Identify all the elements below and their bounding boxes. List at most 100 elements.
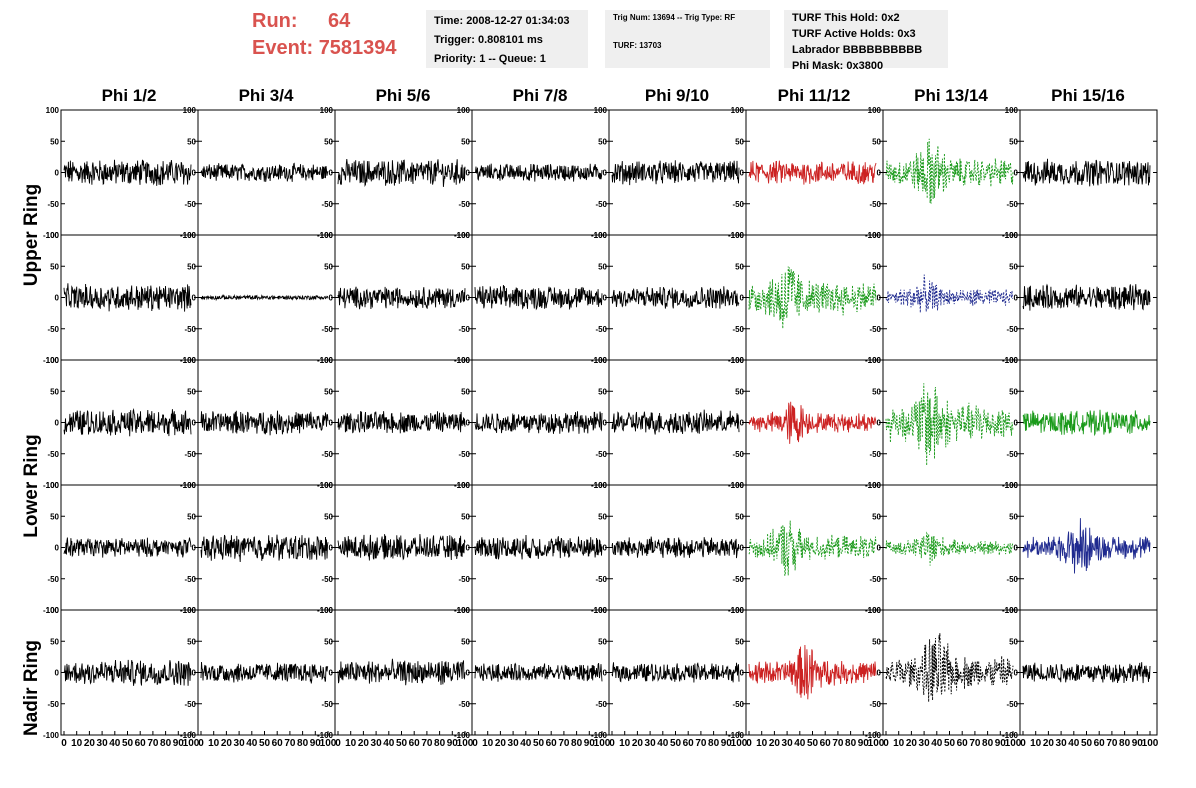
waveform-trace (1022, 662, 1151, 684)
waveform-trace (474, 284, 603, 311)
y-tick-label: 0 (329, 544, 334, 553)
y-tick-label: 50 (1009, 387, 1018, 396)
x-tick-label: 60 (272, 738, 284, 749)
x-tick-label: 30 (645, 738, 657, 749)
waveform-trace (337, 658, 466, 686)
waveform-trace (611, 662, 740, 683)
run-event-block: Run: 64 Event: 7581394 (252, 8, 397, 62)
y-tick-label: 100 (320, 106, 334, 115)
x-tick-label: 90 (310, 738, 322, 749)
x-tick-label: 70 (421, 738, 433, 749)
y-tick-label: -50 (47, 450, 59, 459)
y-tick-label: -50 (458, 700, 470, 709)
x-tick-label: 20 (1043, 738, 1055, 749)
y-tick-label: 0 (466, 419, 471, 428)
y-tick-label: -50 (184, 325, 196, 334)
run-value: 64 (328, 10, 351, 32)
column-header-phi-5-6: Phi 5/6 (375, 86, 431, 105)
y-tick-label: -50 (1006, 450, 1018, 459)
y-tick-label: 50 (50, 387, 59, 396)
y-tick-label: -50 (732, 200, 744, 209)
waveform-trace (748, 266, 877, 329)
y-tick-label: -100 (865, 731, 882, 740)
y-tick-label: -50 (321, 575, 333, 584)
y-tick-label: 100 (320, 231, 334, 240)
turf-text: TURF: 13703 (613, 41, 662, 50)
y-tick-label: 100 (46, 106, 60, 115)
waveform-trace (611, 409, 740, 435)
y-tick-label: 100 (594, 356, 608, 365)
y-tick-label: 50 (735, 262, 744, 271)
x-tick-label: 50 (807, 738, 819, 749)
y-tick-label: 0 (55, 169, 60, 178)
y-tick-label: -50 (321, 200, 333, 209)
y-tick-label: 100 (594, 231, 608, 240)
y-tick-label: -100 (43, 606, 60, 615)
y-tick-label: 50 (598, 137, 607, 146)
x-tick-label: 70 (558, 738, 570, 749)
x-tick-label: 80 (982, 738, 994, 749)
waveform-trace (1022, 158, 1151, 187)
x-tick-label: 100 (731, 738, 748, 749)
y-tick-label: 50 (598, 512, 607, 521)
y-tick-label: 100 (46, 231, 60, 240)
y-tick-label: -50 (458, 450, 470, 459)
waveform-trace (748, 160, 877, 185)
x-tick-label: 90 (995, 738, 1007, 749)
column-header-phi-3-4: Phi 3/4 (238, 86, 294, 105)
waveform-trace (63, 659, 192, 686)
waveform-trace (200, 410, 329, 436)
waveform-trace (1022, 409, 1151, 437)
waveform-trace (1022, 518, 1151, 574)
x-tick-label: 20 (221, 738, 233, 749)
x-tick-label: 0 (472, 738, 478, 749)
x-tick-label: 60 (409, 738, 421, 749)
y-tick-label: 50 (461, 262, 470, 271)
y-tick-label: 100 (868, 481, 882, 490)
y-tick-label: 0 (740, 169, 745, 178)
y-tick-label: 0 (603, 419, 608, 428)
y-tick-label: 0 (192, 544, 197, 553)
y-tick-label: 100 (320, 481, 334, 490)
y-tick-label: 100 (1005, 481, 1019, 490)
y-tick-label: 100 (320, 356, 334, 365)
waveform-trace (200, 293, 329, 302)
x-tick-label: 20 (358, 738, 370, 749)
x-tick-label: 40 (383, 738, 395, 749)
x-tick-label: 70 (832, 738, 844, 749)
x-tick-label: 90 (721, 738, 733, 749)
y-tick-label: -50 (184, 200, 196, 209)
y-tick-label: 0 (466, 294, 471, 303)
y-tick-label: 0 (329, 419, 334, 428)
y-tick-label: 0 (740, 544, 745, 553)
y-tick-label: 50 (324, 512, 333, 521)
y-tick-label: -50 (458, 575, 470, 584)
y-tick-label: -50 (1006, 700, 1018, 709)
turf-info-box: TURF This Hold: 0x2 TURF Active Holds: 0… (784, 10, 948, 72)
y-tick-label: 50 (50, 512, 59, 521)
y-tick-label: -50 (184, 450, 196, 459)
y-tick-label: 0 (1014, 294, 1019, 303)
y-tick-label: -50 (869, 200, 881, 209)
x-tick-label: 60 (135, 738, 147, 749)
phi-mask-text: Phi Mask: 0x3800 (792, 60, 884, 72)
y-tick-label: -50 (47, 575, 59, 584)
y-tick-label: 50 (598, 387, 607, 396)
x-tick-label: 10 (208, 738, 220, 749)
x-tick-label: 80 (1119, 738, 1131, 749)
y-tick-label: 100 (731, 481, 745, 490)
y-tick-label: 0 (55, 294, 60, 303)
panel-frame (745, 484, 884, 611)
y-tick-label: 100 (183, 231, 197, 240)
y-tick-label: 0 (603, 169, 608, 178)
y-tick-label: 50 (461, 637, 470, 646)
waveform-trace (885, 632, 1014, 702)
y-tick-label: 100 (868, 606, 882, 615)
y-tick-label: 50 (187, 137, 196, 146)
column-header-phi-1-2: Phi 1/2 (101, 86, 157, 105)
x-tick-label: 50 (396, 738, 408, 749)
x-tick-label: 30 (97, 738, 109, 749)
turf-hold-text: TURF This Hold: 0x2 (792, 12, 900, 24)
x-tick-label: 30 (919, 738, 931, 749)
y-tick-label: -50 (47, 325, 59, 334)
